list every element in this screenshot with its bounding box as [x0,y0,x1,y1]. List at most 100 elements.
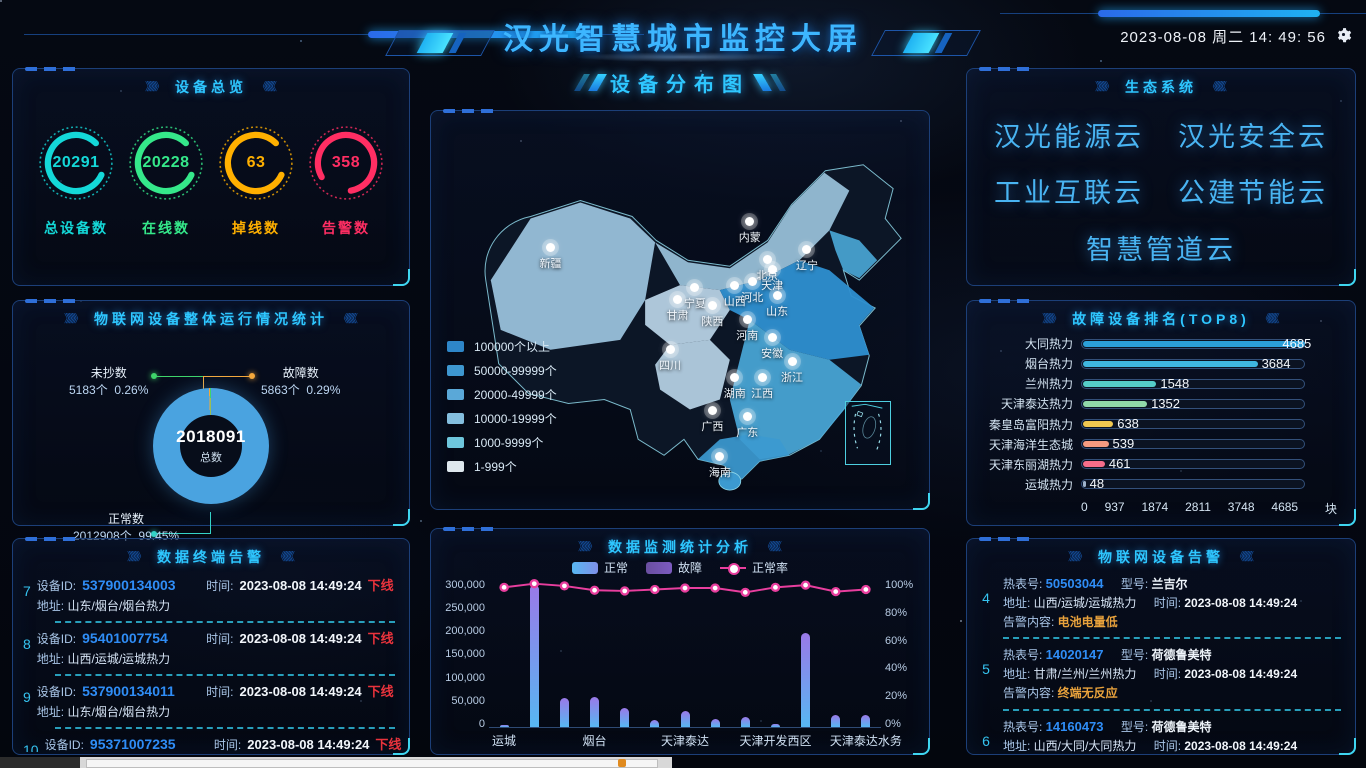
x-tick: 天津泰达水务 [829,734,902,748]
data-bar [680,710,690,727]
province-marker-山西[interactable]: 山西 [724,281,746,309]
gauge-总设备数: 20291 总设备数 [37,124,115,238]
meter-address: 山西/大同/大同热力 [1033,738,1137,753]
device-id-label: 设备ID: [36,685,77,699]
ranking-track: 638 [1081,416,1305,431]
ranking-track: 1352 [1081,395,1305,411]
alert-time: 2023-08-08 14:49:24 [1184,738,1298,753]
meter-model: 荷德鲁美特 [1151,648,1212,663]
province-marker-广东[interactable]: 广东 [736,412,758,440]
province-marker-湖南[interactable]: 湖南 [724,372,746,401]
taskbar-field [86,759,658,768]
province-dot-icon [747,277,757,287]
model-label: 型号: [1120,719,1152,734]
header-glow-segment-right [1098,10,1320,17]
panel-title-text: 数据监测统计分析 [608,539,752,555]
ranking-x-axis: 0 937 1874 2811 3748 4685 块 [1081,500,1337,517]
arrows-left-decor: 》》》》》》》 [1095,80,1115,93]
province-marker-山东[interactable]: 山东 [766,291,788,319]
addr-label: 地址: [1003,738,1034,753]
gauge-在线数: 20228 在线数 [127,124,205,238]
province-marker-海南[interactable]: 海南 [709,452,731,480]
province-name: 天津 [761,280,784,293]
time-label: 时间: [1153,667,1185,682]
province-dot-icon [715,452,725,462]
province-marker-河北[interactable]: 河北 [741,277,763,305]
terminal-alert-row: 7 设备ID: 537900134003 时间: 2023-08-08 14:4… [23,572,395,616]
province-marker-河南[interactable]: 河南 [736,314,758,343]
ecosystem-panel: 》》》》》》》 生态系统 《《《《《《《 汉光能源云 汉光安全云 工业互联云 公建节… [966,67,1356,286]
bar-slot [579,583,609,727]
province-marker-甘肃[interactable]: 甘肃 [667,295,689,323]
province-name: 宁夏 [683,298,706,311]
province-marker-陕西[interactable]: 陕西 [701,301,723,329]
data-bar [740,717,750,727]
panel-title: 》》》》》》》 生态系统 《《《《《《《 [967,76,1355,98]
eco-link-汉光能源云[interactable]: 汉光能源云 [994,121,1144,152]
addr-label: 地址: [36,652,65,666]
status-offline: 下线 [367,684,394,699]
legend-swatch [447,365,464,376]
y-tick: 300,000 [445,579,485,591]
row-index: 10 [23,742,39,752]
eco-link-工业互联云[interactable]: 工业互联云 [994,178,1144,209]
header-flare [573,52,793,62]
model-label: 型号: [1120,577,1152,591]
ranking-value: 1352 [1151,395,1180,411]
province-marker-天津[interactable]: 天津 [761,265,783,293]
header-glow-segment-left [368,31,592,38]
province-marker-浙江[interactable]: 浙江 [781,356,803,385]
taskbar-sliver[interactable] [0,757,672,768]
province-dot-icon [745,217,755,227]
status-offline: 下线 [367,631,394,646]
arrows-left-decor: 》》》》》》》 [64,312,84,325]
time-label: 时间: [213,738,242,752]
ranking-track: 461 [1081,456,1305,472]
ranking-value: 461 [1108,456,1131,472]
device-id: 537900134011 [82,683,175,699]
province-marker-安徽[interactable]: 安徽 [761,332,783,361]
row-index: 5 [982,661,990,678]
eco-link-汉光安全云[interactable]: 汉光安全云 [1178,121,1328,152]
content-label: 告警内容: [1003,614,1058,629]
bar-slot [549,583,579,727]
gauge-value: 20228 [142,154,190,171]
callout-line-normal [155,533,211,534]
data-bar [710,718,720,727]
province-name: 海南 [708,467,731,480]
axis-unit: 块 [1324,502,1337,516]
legend-item-故障: 故障 [645,559,702,576]
donut-total: 2018091 [176,427,246,446]
province-marker-宁夏[interactable]: 宁夏 [684,283,706,311]
data-bar [861,715,871,727]
settings-gear-icon[interactable] [1335,26,1352,43]
arrows-left-decor: 》》》》》》》 [1068,550,1088,563]
province-marker-江西[interactable]: 江西 [751,372,773,401]
device-id-label: 设备ID: [36,632,77,646]
province-dot-icon [707,301,717,310]
province-marker-广西[interactable]: 广西 [701,406,723,434]
ranking-label: 烟台热力 [1024,357,1073,372]
bar-slot [610,583,640,727]
iot-alert-list: 4 热表号: 50503044 型号: 兰吉尔 地址: 山西/运城/运城热力 时… [967,568,1355,754]
axis-tick: 3748 [1227,500,1255,514]
province-marker-四川[interactable]: 四川 [659,344,681,373]
eco-link-公建节能云[interactable]: 公建节能云 [1178,178,1328,209]
province-marker-辽宁[interactable]: 辽宁 [796,245,818,273]
alert-time: 2023-08-08 14:49:24 [1184,667,1298,682]
alert-time: 2023-08-08 14:49:24 [239,578,362,593]
eco-link-智慧管道云[interactable]: 智慧管道云 [1086,235,1236,266]
arrows-right-decor: 《《《《《《《 [338,312,358,325]
data-bar [650,719,660,727]
alert-content: 电池电量低 [1057,614,1118,629]
ranking-bar [1083,340,1305,347]
province-marker-新疆[interactable]: 新疆 [540,243,562,271]
addr-label: 地址: [36,599,65,613]
province-marker-内蒙[interactable]: 内蒙 [739,217,761,245]
panel-title-text: 数据终端告警 [157,549,265,565]
dashed-separator [1003,708,1341,711]
axis-tick: 2811 [1185,500,1211,514]
datetime-display: 2023-08-08 周二 14: 49: 56 [1120,29,1326,46]
data-bar [801,632,811,727]
data-bar [499,725,509,727]
